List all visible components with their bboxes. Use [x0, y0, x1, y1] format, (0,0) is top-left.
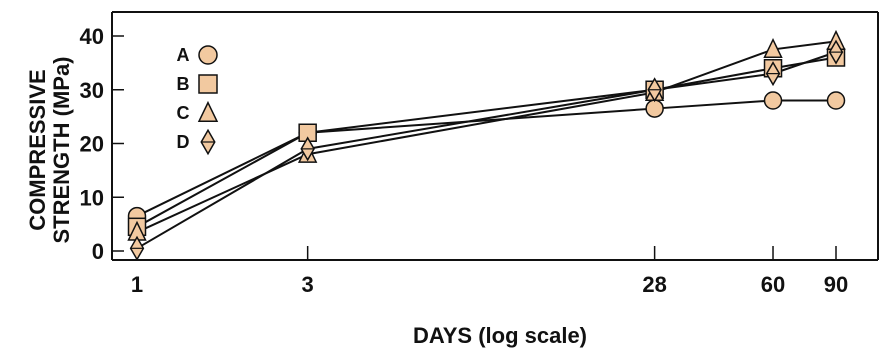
point-d-60 — [765, 61, 781, 87]
legend-marker-b — [198, 74, 218, 94]
y-axis-title-line-1: COMPRESSIVE — [25, 69, 50, 230]
legend-marker-a — [198, 45, 218, 65]
point-c-60 — [763, 37, 783, 59]
y-tick-label-40: 40 — [80, 24, 104, 49]
point-d-1 — [129, 235, 145, 261]
x-tick-label-90: 90 — [824, 272, 848, 297]
legend-label-b: B — [177, 74, 190, 94]
y-axis-title: COMPRESSIVE STRENGTH (MPa) — [25, 57, 74, 244]
point-d-3 — [300, 136, 315, 162]
point-a-60 — [763, 91, 783, 110]
x-tick-label-3: 3 — [302, 272, 314, 297]
point-a-28 — [645, 99, 664, 118]
legend-marker-c — [197, 100, 219, 123]
x-axis-ticks: 1 3 28 60 90 — [131, 246, 848, 297]
x-tick-label-60: 60 — [761, 272, 785, 297]
y-tick-label-0: 0 — [92, 239, 104, 264]
legend-label-a: A — [177, 45, 190, 65]
y-tick-label-20: 20 — [80, 132, 104, 157]
legend-label-d: D — [177, 132, 190, 152]
point-d-28 — [647, 77, 662, 103]
series-line-c — [136, 40, 837, 234]
legend-marker-d — [200, 128, 216, 156]
x-tick-label-28: 28 — [642, 272, 666, 297]
series-line-b — [136, 56, 837, 228]
y-axis-ticks: 0 10 20 30 40 — [80, 24, 124, 264]
y-axis-title-line-2: STRENGTH (MPa) — [49, 57, 74, 244]
y-tick-label-10: 10 — [80, 185, 104, 210]
legend-label-c: C — [177, 103, 190, 123]
x-tick-label-1: 1 — [131, 272, 143, 297]
series-lines — [136, 40, 837, 250]
series-line-d — [136, 51, 837, 250]
x-axis-title: DAYS (log scale) — [413, 323, 587, 348]
y-tick-label-30: 30 — [80, 78, 104, 103]
point-d-90 — [828, 39, 844, 65]
plot-axes — [111, 11, 879, 261]
series-markers — [127, 29, 846, 261]
point-a-90 — [826, 91, 846, 110]
